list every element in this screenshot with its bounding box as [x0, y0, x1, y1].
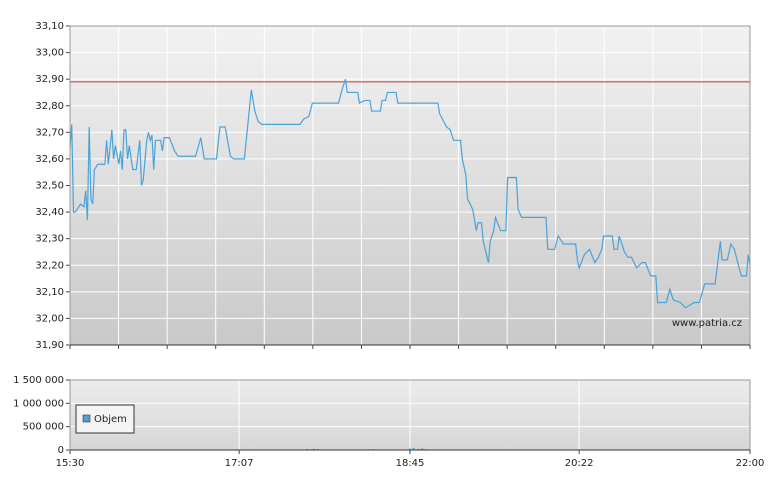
y-tick-label: 32,70	[35, 127, 64, 138]
volume-bar	[313, 448, 316, 450]
volume-bar	[421, 448, 424, 450]
legend-swatch	[82, 414, 91, 423]
x-tick-label: 15:30	[56, 458, 85, 469]
y-tick-label: 32,00	[35, 313, 64, 324]
y-tick-label: 500 000	[23, 422, 64, 433]
y-tick-label: 32,40	[35, 207, 64, 218]
y-tick-label: 31,90	[35, 340, 64, 351]
legend-label: Objem	[94, 414, 127, 425]
y-tick-label: 1 500 000	[13, 375, 64, 386]
x-tick-label: 22:00	[736, 458, 765, 469]
y-tick-label: 33,10	[35, 21, 64, 32]
volume-bar	[417, 448, 420, 450]
volume-bar	[409, 448, 411, 450]
y-tick-label: 32,30	[35, 234, 64, 245]
y-tick-label: 32,50	[35, 181, 64, 192]
x-tick-label: 18:45	[396, 458, 425, 469]
y-tick-label: 32,10	[35, 287, 64, 298]
watermark: www.patria.cz	[672, 318, 742, 329]
y-tick-label: 32,90	[35, 74, 64, 85]
price-line	[69, 78, 751, 309]
x-tick-label: 20:22	[565, 458, 594, 469]
y-tick-label: 32,80	[35, 101, 64, 112]
y-tick-label: 33,00	[35, 48, 64, 59]
y-tick-label: 32,20	[35, 260, 64, 271]
legend-box	[75, 404, 135, 434]
y-tick-label: 0	[58, 445, 64, 456]
x-tick-label: 17:07	[225, 458, 254, 469]
y-tick-label: 32,60	[35, 154, 64, 165]
y-tick-label: 1 000 000	[13, 398, 64, 409]
volume-bar	[412, 447, 415, 450]
